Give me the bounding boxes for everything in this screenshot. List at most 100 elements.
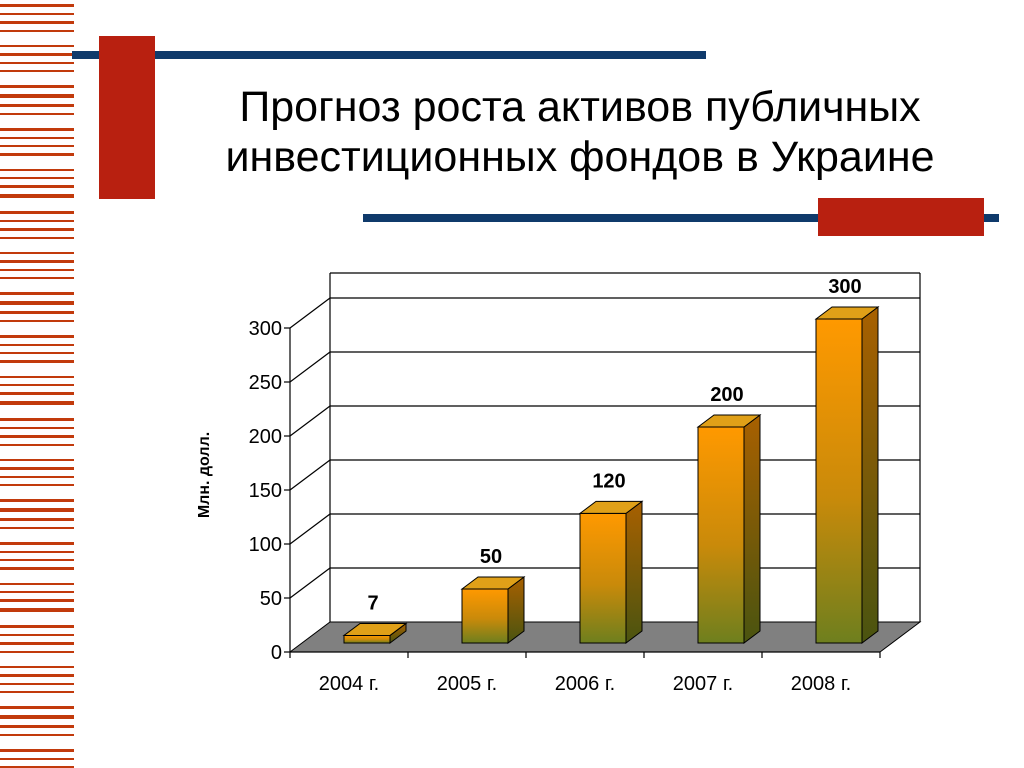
stripe [0,30,74,32]
data-label: 120 [592,470,625,492]
stripe [0,344,74,346]
header-accent-block-right [818,198,984,236]
stripe [0,674,74,677]
data-label: 50 [480,546,502,568]
x-tick-label: 2005 г. [437,673,497,695]
bar [342,622,408,644]
stripe [0,527,74,529]
stripe [0,113,74,115]
stripe [0,392,74,395]
stripe [0,194,74,198]
bar-front-face [697,426,745,644]
stripe [0,220,74,222]
stripe [0,269,74,271]
x-tick-label: 2008 г. [791,673,851,695]
stripe [0,401,74,405]
stripe [0,360,74,363]
stripe [0,476,74,478]
stripe [0,634,74,636]
y-tick-label: 200 [249,426,282,448]
stripe [0,13,74,15]
stripe [0,177,74,179]
bar-top-face [342,622,408,636]
bar-side-face [861,306,879,644]
data-label: 300 [828,276,861,298]
decorative-stripes [0,4,74,768]
stripe [0,53,74,56]
stripe [0,651,74,653]
stripe [0,260,74,263]
bar-front-face [461,588,509,644]
stripe [0,467,74,470]
stripe [0,62,74,64]
gridline-diagonal [289,567,331,599]
stripe [0,599,74,602]
stripe [0,666,74,668]
bar-side-face [743,414,761,644]
gridline-diagonal [289,405,331,437]
stripe [0,320,74,322]
stripe [0,559,74,561]
stripe [0,311,74,314]
stripe [0,301,74,305]
slide-title-line-2: инвестиционных фондов в Украине [225,133,935,181]
stripe [0,352,74,354]
stripe [0,691,74,693]
stripe [0,499,74,502]
stripe [0,444,74,446]
stripe [0,508,74,512]
stripe [0,228,74,231]
data-label: 200 [710,384,743,406]
stripe [0,277,74,279]
stripe [0,459,74,461]
gridline-diagonal [289,459,331,491]
stripe [0,749,74,752]
gridline-diagonal [289,351,331,383]
bar [696,414,762,644]
stripe [0,435,74,438]
x-tick-label: 2006 г. [555,673,615,695]
stripe [0,518,74,521]
stripe [0,4,74,7]
stripe [0,145,74,147]
y-tick-label: 0 [271,642,282,664]
bar-top-face [696,414,762,428]
stripe [0,335,74,338]
stripe [0,625,74,628]
gridline-diagonal [289,513,331,545]
y-tick-label: 100 [249,534,282,556]
header-accent-block-left [99,36,155,199]
stripe [0,94,74,98]
y-tick-label: 250 [249,372,282,394]
bar-top-face [814,306,880,320]
stripe [0,153,74,156]
stripe [0,758,74,760]
bar-front-face [815,318,863,644]
stripe [0,211,74,214]
bar-top-face [460,576,526,590]
x-tick-label: 2007 г. [673,673,733,695]
bar-side-face [625,500,643,644]
stripe [0,484,74,486]
header-accent-line-bottom [363,214,999,222]
stripe [0,608,74,612]
slide-title-line-1: Прогноз роста активов публичных [239,83,921,131]
stripe [0,427,74,429]
stripe [0,715,74,719]
stripe [0,706,74,709]
x-tick-label: 2004 г. [319,673,379,695]
stripe [0,85,74,88]
stripe [0,45,74,47]
slide-title: Прогноз роста активов публичных инвестиц… [150,82,1010,182]
stripe [0,169,74,171]
bar [814,306,880,644]
stripe [0,137,74,139]
stripe [0,376,74,378]
data-label: 7 [367,592,378,614]
stripe [0,567,74,570]
stripe [0,252,74,254]
stripe [0,642,74,645]
stripe [0,185,74,188]
stripe [0,384,74,386]
